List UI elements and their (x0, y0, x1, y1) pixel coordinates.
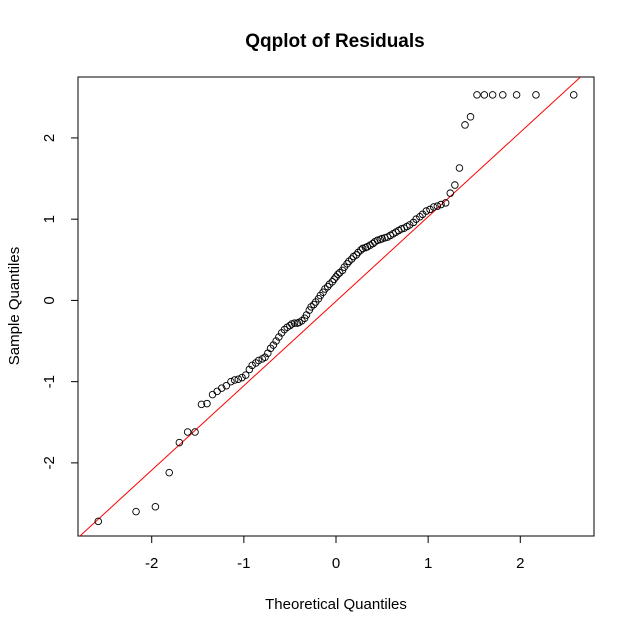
data-point (323, 282, 332, 291)
y-tick-label: 2 (41, 134, 58, 142)
data-point (412, 215, 420, 223)
data-point (280, 325, 289, 334)
data-point (357, 246, 365, 254)
data-point (321, 285, 329, 293)
data-point (245, 365, 254, 374)
data-point (191, 428, 199, 436)
data-point (512, 91, 521, 99)
x-tick-label: 2 (516, 555, 524, 572)
data-point (165, 468, 173, 477)
data-point (272, 337, 280, 345)
x-tick-label: 0 (332, 555, 340, 572)
data-point (217, 384, 226, 392)
data-point (238, 373, 246, 382)
data-point (325, 280, 334, 288)
data-point (446, 189, 455, 197)
data-point (275, 333, 283, 341)
data-point (455, 164, 464, 172)
data-point (310, 300, 318, 309)
data-point (429, 203, 438, 211)
data-point (290, 319, 299, 327)
data-point (197, 400, 206, 409)
data-point (227, 377, 235, 386)
data-point (330, 275, 338, 284)
data-point (499, 91, 507, 99)
data-point (286, 321, 294, 330)
data-point (175, 438, 184, 447)
data-point (352, 251, 361, 259)
data-point (234, 375, 243, 383)
y-tick-label: 0 (41, 296, 58, 304)
data-point (405, 221, 414, 229)
data-point (332, 273, 340, 281)
data-point (132, 507, 140, 516)
data-point (354, 248, 362, 257)
data-point (222, 381, 231, 390)
y-axis-label: Sample Quantiles (6, 247, 23, 365)
data-point (307, 303, 315, 311)
data-point (473, 91, 481, 99)
data-point (241, 371, 250, 379)
data-point (203, 399, 211, 408)
data-point (94, 517, 103, 526)
data-point (345, 257, 353, 266)
data-point (183, 428, 192, 436)
data-point (269, 341, 278, 349)
data-point (441, 199, 450, 207)
data-point (248, 361, 256, 370)
y-tick-label: -2 (41, 456, 58, 469)
data-point (451, 181, 459, 189)
data-point (328, 277, 337, 286)
data-point (213, 387, 221, 396)
y-tick-label: -1 (41, 375, 58, 388)
data-point (343, 260, 351, 268)
data-point (437, 200, 445, 209)
data-point (466, 113, 475, 121)
data-point (347, 255, 356, 263)
x-tick-label: 1 (424, 555, 432, 572)
y-tick-label: 1 (41, 215, 58, 223)
x-tick-label: -1 (237, 555, 250, 572)
data-point (252, 359, 260, 367)
data-point (488, 91, 497, 99)
data-point (298, 316, 306, 325)
data-point (480, 91, 489, 99)
data-point (416, 212, 424, 221)
data-point (532, 91, 540, 99)
data-point (261, 353, 269, 362)
data-point (433, 202, 442, 210)
data-point (426, 205, 434, 214)
data-point (208, 390, 217, 399)
data-point (254, 356, 263, 365)
data-point (334, 270, 342, 279)
data-point (461, 121, 469, 129)
x-axis-label: Theoretical Quantiles (265, 596, 407, 613)
data-point (422, 207, 431, 215)
reference-line (79, 77, 582, 536)
data-point (151, 503, 160, 511)
data-point (335, 269, 344, 277)
data-point (230, 376, 239, 384)
x-tick-label: -2 (145, 555, 158, 572)
data-point (569, 91, 578, 99)
chart-title: Qqplot of Residuals (245, 31, 424, 52)
